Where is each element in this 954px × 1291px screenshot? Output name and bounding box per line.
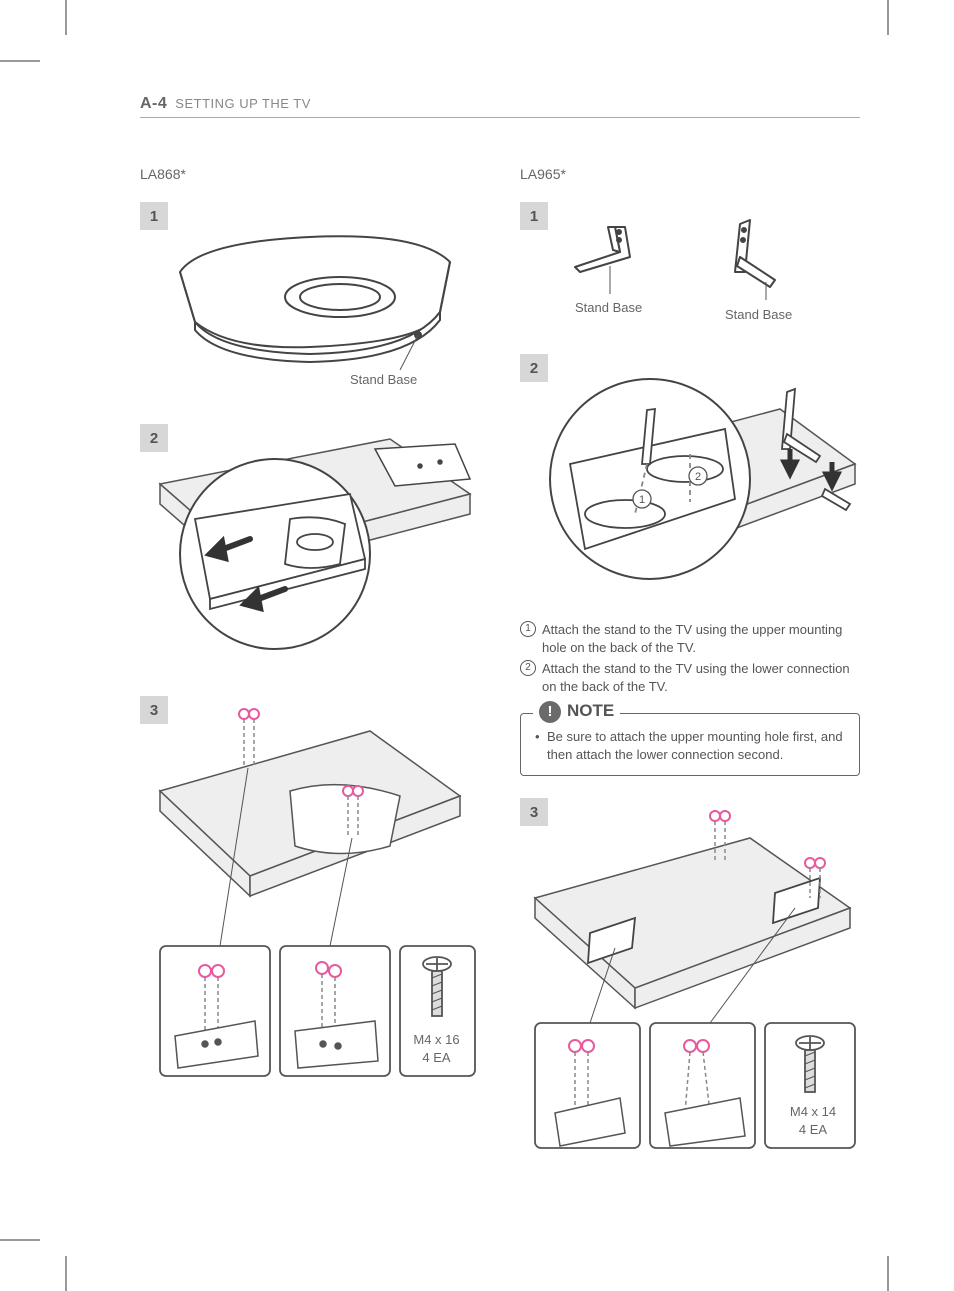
step-badge: 1 (140, 202, 168, 230)
note-box: ! NOTE Be sure to attach the upper mount… (520, 713, 860, 776)
step-badge: 1 (520, 202, 548, 230)
screw-spec: M4 x 16 4 EA (394, 1031, 479, 1067)
instruction-list: 1 Attach the stand to the TV using the u… (520, 621, 860, 695)
screw-spec-right: M4 x 14 4 EA (768, 1103, 858, 1139)
column-la965: LA965* 1 (520, 166, 860, 1190)
stand-base-illustration (140, 202, 480, 392)
circled-1-icon: 1 (520, 621, 536, 637)
model-label: LA868* (140, 166, 480, 182)
step-1-left: 1 Stand Base (140, 202, 480, 402)
leg-attach-illustration: 1 2 (520, 354, 860, 594)
step-3-right: 3 (520, 798, 860, 1168)
instruction-2-text: Attach the stand to the TV using the low… (542, 661, 850, 694)
section-title: SETTING UP THE TV (175, 96, 311, 111)
stand-base-label: Stand Base (350, 372, 417, 387)
callout-2-icon: 2 (695, 471, 701, 483)
note-body: Be sure to attach the upper mounting hol… (547, 728, 845, 763)
screw-size: M4 x 14 (790, 1104, 836, 1119)
column-la868: LA868* 1 Stand Base (140, 166, 480, 1190)
note-title: ! NOTE (533, 700, 620, 723)
model-label: LA965* (520, 166, 860, 182)
stand-legs-illustration (520, 202, 860, 322)
page-header: A-4 SETTING UP THE TV (140, 95, 860, 118)
step-badge: 2 (140, 424, 168, 452)
screw-size: M4 x 16 (413, 1032, 459, 1047)
stand-base-label-right: Stand Base (725, 307, 792, 322)
instruction-1-text: Attach the stand to the TV using the upp… (542, 622, 842, 655)
instruction-2: 2 Attach the stand to the TV using the l… (520, 660, 860, 695)
exclamation-icon: ! (539, 701, 561, 723)
screw-qty: 4 EA (422, 1050, 450, 1065)
step-2-left: 2 (140, 424, 480, 674)
instruction-1: 1 Attach the stand to the TV using the u… (520, 621, 860, 656)
step-2-right: 2 (520, 354, 860, 599)
stand-base-label-left: Stand Base (575, 300, 642, 315)
assembly-illustration (140, 424, 480, 664)
page-number: A-4 (140, 95, 167, 113)
step-badge: 3 (520, 798, 548, 826)
page-content: A-4 SETTING UP THE TV LA868* 1 (140, 95, 860, 1190)
step-badge: 2 (520, 354, 548, 382)
note-title-text: NOTE (567, 700, 614, 723)
step-badge: 3 (140, 696, 168, 724)
step-1-right: 1 (520, 202, 860, 332)
screw-qty: 4 EA (799, 1122, 827, 1137)
step-3-left: 3 (140, 696, 480, 1096)
callout-1-icon: 1 (639, 494, 645, 506)
circled-2-icon: 2 (520, 660, 536, 676)
